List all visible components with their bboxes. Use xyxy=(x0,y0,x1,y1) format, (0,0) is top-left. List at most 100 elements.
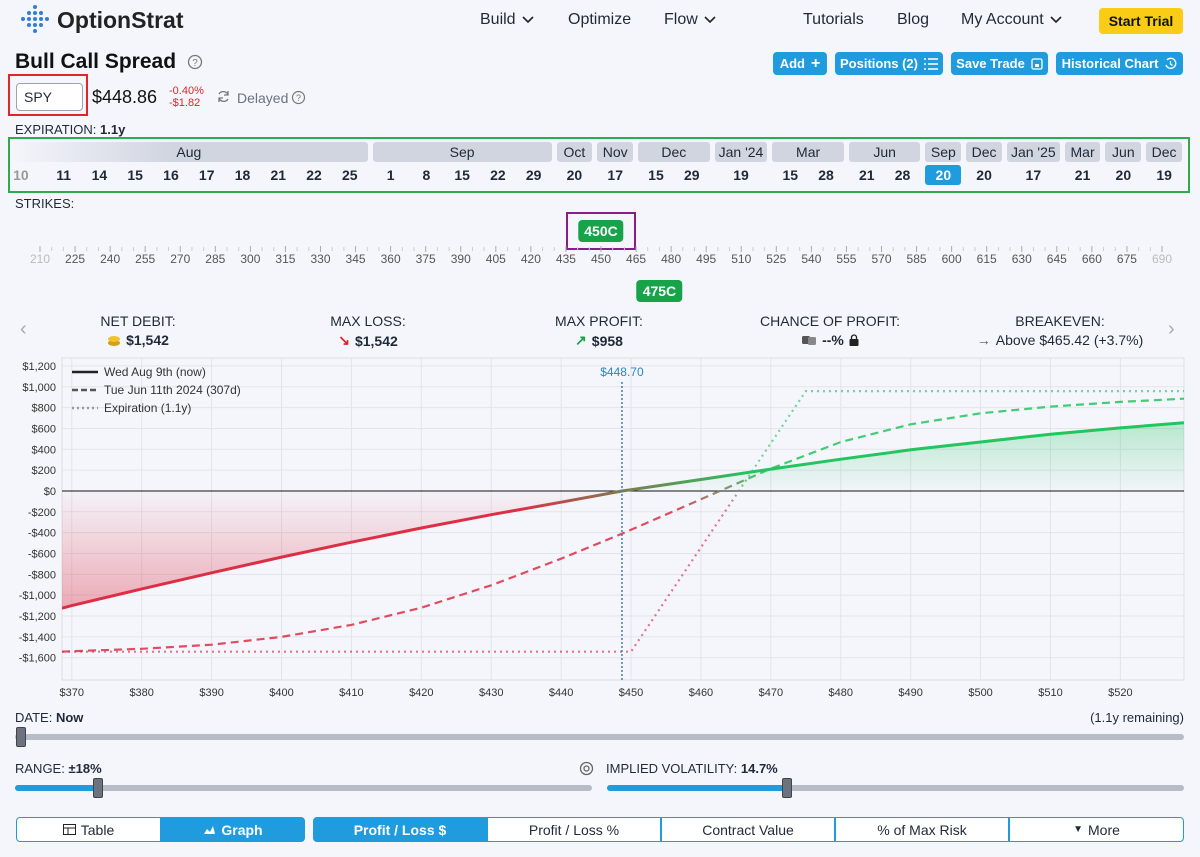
month-label[interactable]: Sep xyxy=(925,142,962,162)
strike-label[interactable]: 375 xyxy=(416,252,436,266)
day[interactable]: 19 xyxy=(733,167,749,183)
day[interactable]: 20 xyxy=(925,165,962,185)
legend-label[interactable]: Tue Jun 11th 2024 (307d) xyxy=(104,383,241,397)
history-button[interactable]: Historical Chart xyxy=(1056,52,1183,75)
strike-label[interactable]: 540 xyxy=(801,252,821,266)
date-slider-thumb[interactable] xyxy=(16,727,26,747)
day[interactable]: 14 xyxy=(91,167,108,183)
strike-label[interactable]: 465 xyxy=(626,252,646,266)
metric-tab[interactable]: Contract Value xyxy=(661,817,835,842)
day[interactable]: 17 xyxy=(198,167,215,183)
metric-tab[interactable]: ▼ More xyxy=(1009,817,1184,842)
month-label[interactable]: Jun xyxy=(1105,142,1142,162)
legend-label[interactable]: Expiration (1.1y) xyxy=(104,401,191,415)
strike-ruler[interactable]: 210 225 240 255 270 285 300 315 330 345 360 375 390 4… xyxy=(0,240,1200,274)
strike-label[interactable]: 585 xyxy=(907,252,927,266)
day[interactable]: 16 xyxy=(163,167,179,183)
nav-blog[interactable]: Blog xyxy=(897,11,929,29)
month-label[interactable]: Sep xyxy=(372,142,552,162)
strike-label[interactable]: 675 xyxy=(1117,252,1137,266)
month-label[interactable]: Aug xyxy=(10,142,368,162)
strike-label[interactable]: 555 xyxy=(836,252,856,266)
strike-label[interactable]: 285 xyxy=(205,252,225,266)
nav-build[interactable]: Build xyxy=(480,11,534,29)
day[interactable]: 15 xyxy=(648,167,664,183)
strike-label[interactable]: 240 xyxy=(100,252,120,266)
strike-label[interactable]: 345 xyxy=(346,252,366,266)
help-icon[interactable]: ? xyxy=(291,90,306,105)
day[interactable]: 20 xyxy=(566,167,583,183)
nav-optimize[interactable]: Optimize xyxy=(568,11,631,29)
day[interactable]: 15 xyxy=(782,167,799,183)
month-label[interactable]: Jan '25 xyxy=(1006,142,1060,162)
strike-label[interactable]: 510 xyxy=(731,252,751,266)
day[interactable]: 1 xyxy=(386,167,395,183)
day[interactable]: 21 xyxy=(1074,167,1091,183)
strike-label[interactable]: 420 xyxy=(521,252,541,266)
strike-label[interactable]: 615 xyxy=(977,252,997,266)
nav-link[interactable]: My Account xyxy=(961,11,1044,28)
day[interactable]: 15 xyxy=(454,167,470,183)
strike-label[interactable]: 330 xyxy=(310,252,330,266)
logo-text[interactable]: OptionStrat xyxy=(57,7,184,33)
nav-link[interactable]: Tutorials xyxy=(803,11,864,28)
day[interactable]: 8 xyxy=(422,167,431,183)
positions-button[interactable]: Positions (2) xyxy=(835,52,943,75)
month-label[interactable]: Oct xyxy=(556,142,593,162)
month-label[interactable]: Nov xyxy=(597,142,634,162)
view-tab[interactable]: Graph xyxy=(161,817,305,842)
nav-link[interactable]: Flow xyxy=(664,11,698,28)
nav-account[interactable]: My Account xyxy=(961,11,1062,29)
day[interactable]: 15 xyxy=(127,167,143,183)
strike-label[interactable]: 690 xyxy=(1152,252,1172,266)
day[interactable]: 19 xyxy=(1156,167,1172,183)
metric-tab[interactable]: Profit / Loss % xyxy=(487,817,661,842)
add-button[interactable]: Add + xyxy=(773,52,827,75)
day[interactable]: 28 xyxy=(818,167,834,183)
range-slider-thumb[interactable] xyxy=(93,778,103,798)
day[interactable]: 20 xyxy=(1115,167,1132,183)
month-label[interactable]: Dec xyxy=(638,142,710,162)
save-button[interactable]: Save Trade xyxy=(951,52,1048,75)
strike-label[interactable]: 525 xyxy=(766,252,786,266)
strike-label[interactable]: 435 xyxy=(556,252,576,266)
nav-tutorials[interactable]: Tutorials xyxy=(803,11,864,29)
month-label[interactable]: Dec xyxy=(966,142,1002,162)
range-slider-track[interactable] xyxy=(15,785,592,791)
strike-chip[interactable]: 475C xyxy=(636,280,683,302)
strike-label[interactable]: 300 xyxy=(240,252,260,266)
strike-label[interactable]: 360 xyxy=(381,252,401,266)
legend-label[interactable]: Wed Aug 9th (now) xyxy=(104,365,206,379)
nav-link[interactable]: Build xyxy=(480,11,516,28)
nav-link[interactable]: Blog xyxy=(897,11,930,28)
date-slider-track[interactable] xyxy=(15,734,1184,740)
metric-tab[interactable]: Profit / Loss $ xyxy=(313,817,487,842)
ticker-input[interactable]: SPY xyxy=(16,83,83,111)
day[interactable]: 18 xyxy=(234,167,251,183)
month-label[interactable]: Dec xyxy=(1146,142,1182,162)
strike-label[interactable]: 315 xyxy=(275,252,295,266)
strike-label[interactable]: 645 xyxy=(1047,252,1067,266)
strike-label[interactable]: 570 xyxy=(871,252,891,266)
strike-chip[interactable]: 450C xyxy=(578,220,624,242)
strike-label[interactable]: 495 xyxy=(696,252,716,266)
nav-flow[interactable]: Flow xyxy=(664,11,716,29)
month-label[interactable]: Mar xyxy=(772,142,844,162)
month-label[interactable]: Mar xyxy=(1064,142,1101,162)
metric-tab[interactable]: % of Max Risk xyxy=(835,817,1009,842)
strike-label[interactable]: 450 xyxy=(591,252,611,266)
strike-label[interactable]: 630 xyxy=(1012,252,1032,266)
target-icon[interactable] xyxy=(579,761,594,776)
day[interactable]: 21 xyxy=(270,167,287,183)
day[interactable]: 10 xyxy=(13,167,29,183)
strike-label[interactable]: 390 xyxy=(451,252,471,266)
strike-label[interactable]: 210 xyxy=(30,252,50,266)
view-tab[interactable]: Table xyxy=(16,817,161,842)
strike-label[interactable]: 660 xyxy=(1082,252,1102,266)
day[interactable]: 20 xyxy=(976,167,992,183)
iv-slider-track[interactable] xyxy=(607,785,1184,791)
strike-label[interactable]: 480 xyxy=(661,252,681,266)
strike-label[interactable]: 225 xyxy=(65,252,85,266)
day[interactable]: 22 xyxy=(306,167,322,183)
next-arrow[interactable]: › xyxy=(1168,318,1175,340)
